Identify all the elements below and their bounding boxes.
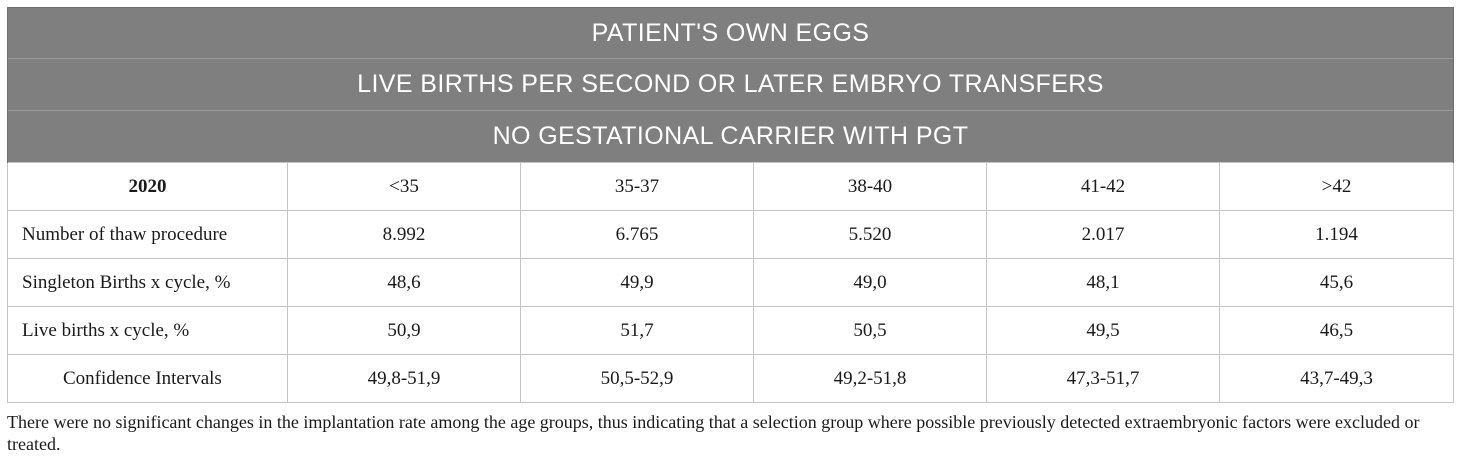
data-table-container: PATIENT'S OWN EGGS LIVE BIRTHS PER SECON… (6, 7, 1455, 403)
table-cell: 47,3-51,7 (986, 354, 1220, 403)
table-cell: 1.194 (1218, 210, 1455, 259)
table-cell: 50,9 (287, 306, 521, 355)
table-cell: 43,7-49,3 (1218, 354, 1455, 403)
row-label: Live births x cycle, % (7, 306, 288, 355)
table-row: Number of thaw procedure 8.992 6.765 5.5… (7, 210, 1455, 259)
data-table: PATIENT'S OWN EGGS LIVE BIRTHS PER SECON… (6, 7, 1455, 403)
table-cell: 45,6 (1218, 258, 1455, 307)
table-row: Confidence Intervals 49,8-51,9 50,5-52,9… (7, 354, 1455, 403)
table-row: Singleton Births x cycle, % 48,6 49,9 49… (7, 258, 1455, 307)
column-header-year: 2020 (7, 162, 288, 211)
table-cell: 2.017 (986, 210, 1220, 259)
column-header-age-group: 41-42 (986, 162, 1220, 211)
table-cell: 49,9 (520, 258, 754, 307)
header-title-1: PATIENT'S OWN EGGS (6, 7, 1455, 59)
row-label: Confidence Intervals (7, 354, 288, 403)
table-cell: 50,5-52,9 (520, 354, 754, 403)
header-title-3: NO GESTATIONAL CARRIER WITH PGT (6, 110, 1455, 163)
table-cell: 50,5 (753, 306, 987, 355)
column-header-age-group: 38-40 (753, 162, 987, 211)
table-cell: 49,8-51,9 (287, 354, 521, 403)
table-cell: 48,1 (986, 258, 1220, 307)
column-header-age-group: >42 (1218, 162, 1455, 211)
table-cell: 46,5 (1218, 306, 1455, 355)
table-cell: 49,0 (753, 258, 987, 307)
column-header-age-group: 35-37 (520, 162, 754, 211)
table-cell: 51,7 (520, 306, 754, 355)
header-row-2: LIVE BIRTHS PER SECOND OR LATER EMBRYO T… (6, 58, 1455, 111)
row-label: Singleton Births x cycle, % (7, 258, 288, 307)
header-row-3: NO GESTATIONAL CARRIER WITH PGT (6, 110, 1455, 163)
row-label: Number of thaw procedure (7, 210, 288, 259)
table-footnote: There were no significant changes in the… (7, 412, 1420, 454)
table-row: Live births x cycle, % 50,9 51,7 50,5 49… (7, 306, 1455, 355)
header-row-1: PATIENT'S OWN EGGS (6, 7, 1455, 59)
column-header-row: 2020 <35 35-37 38-40 41-42 >42 (7, 162, 1455, 211)
column-header-age-group: <35 (287, 162, 521, 211)
table-cell: 6.765 (520, 210, 754, 259)
header-title-2: LIVE BIRTHS PER SECOND OR LATER EMBRYO T… (6, 58, 1455, 111)
table-cell: 48,6 (287, 258, 521, 307)
table-cell: 49,2-51,8 (753, 354, 987, 403)
table-cell: 5.520 (753, 210, 987, 259)
table-cell: 49,5 (986, 306, 1220, 355)
table-cell: 8.992 (287, 210, 521, 259)
